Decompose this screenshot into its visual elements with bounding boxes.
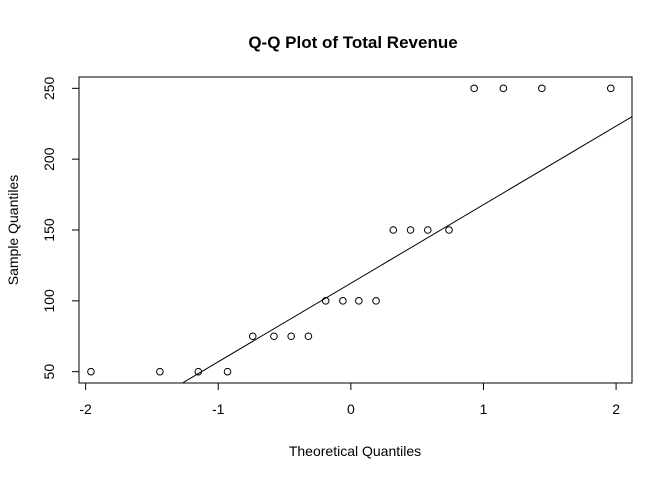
y-tick-label: 100: [41, 289, 57, 313]
data-point: [87, 367, 95, 376]
y-tick-label: 250: [41, 76, 57, 100]
x-tick-label: 2: [612, 401, 620, 417]
data-point: [355, 297, 363, 305]
data-point: [389, 226, 398, 234]
data-point: [304, 332, 313, 341]
x-tick-label: 1: [480, 401, 488, 417]
plot-frame: [78, 76, 633, 384]
data-point: [156, 367, 164, 376]
x-axis-label: Theoretical Quantiles: [289, 443, 421, 459]
reference-line-group: [182, 116, 633, 384]
data-point: [499, 84, 508, 93]
data-point: [270, 332, 278, 341]
y-tick-label: 150: [41, 218, 57, 242]
data-point: [423, 226, 432, 234]
x-tick-label: 0: [347, 401, 355, 417]
y-tick-label: 50: [41, 364, 57, 380]
x-tick-label: -2: [79, 401, 92, 417]
y-tick-label: 200: [41, 147, 57, 171]
chart-title: Q-Q Plot of Total Revenue: [248, 33, 457, 52]
data-point: [606, 84, 615, 93]
data-point: [248, 332, 257, 341]
reference-line: [182, 116, 633, 384]
data-point: [470, 84, 478, 93]
data-point: [321, 297, 330, 305]
data-point: [339, 297, 347, 305]
data-point: [287, 332, 295, 341]
y-axis-label: Sample Quantiles: [5, 175, 21, 286]
data-points: [87, 84, 615, 376]
data-point: [406, 226, 415, 234]
data-point: [372, 297, 380, 305]
data-point: [194, 367, 203, 376]
data-point: [223, 367, 232, 376]
x-axis: -2 -1 0 1 2: [79, 382, 620, 417]
y-axis: 50 100 150 200 250: [41, 76, 80, 380]
data-point: [538, 84, 546, 93]
data-point: [445, 226, 453, 234]
x-tick-label: -1: [212, 401, 225, 417]
